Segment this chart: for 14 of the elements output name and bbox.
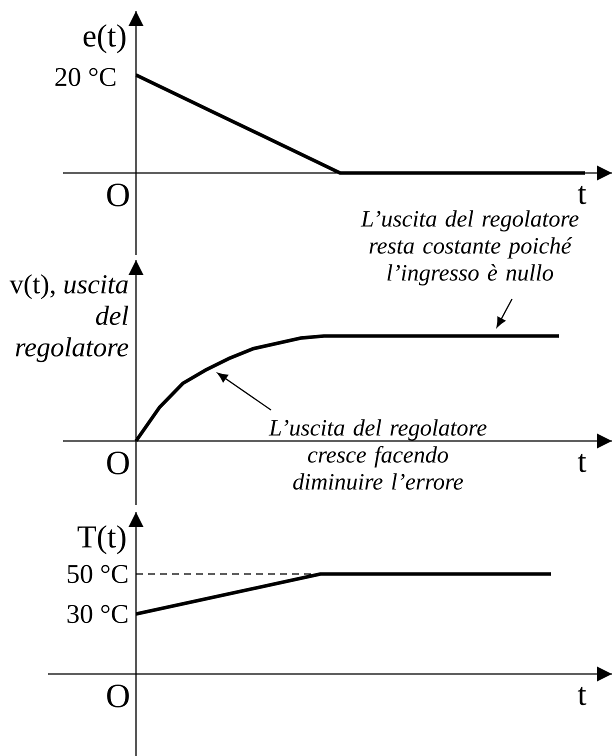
text: 20 °C (55, 68, 116, 86)
x-axis-title: t (578, 186, 586, 204)
text: O (107, 684, 129, 708)
y-axis-title: T(t) (78, 525, 126, 554)
annotation: L’uscita del regolatore resta costante poiché l’ingresso è nullo (360, 210, 578, 286)
y-tick-label: 30 °C (68, 604, 128, 624)
x-axis-title: t (578, 454, 586, 472)
y-axis-title: v(t), uscita del regolatore (10, 274, 128, 362)
y-tick-label: 50 °C (68, 564, 128, 584)
x-axis-title: t (578, 686, 586, 706)
annotation: L’uscita del regolatore cresce facendo diminuire l’errore (268, 419, 486, 490)
text: O (107, 452, 129, 474)
text: O (107, 184, 129, 206)
y-axis-title: e(t) (84, 24, 126, 54)
